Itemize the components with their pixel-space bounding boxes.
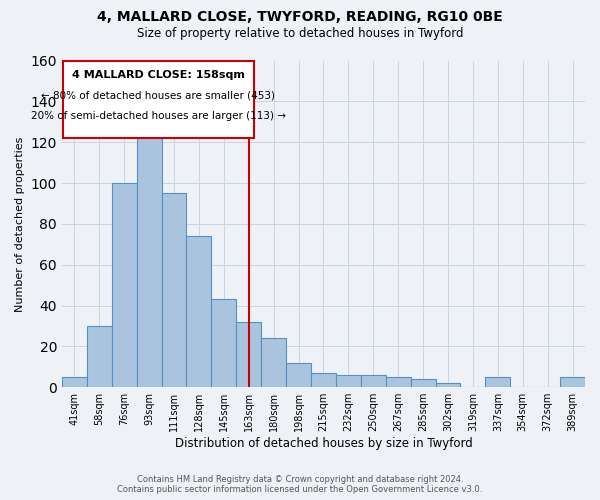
Bar [311, 373, 336, 387]
Bar [261, 338, 286, 387]
Bar [211, 300, 236, 387]
Bar [62, 377, 87, 387]
Text: ← 80% of detached houses are smaller (453): ← 80% of detached houses are smaller (45… [41, 90, 275, 100]
Text: 4 MALLARD CLOSE: 158sqm: 4 MALLARD CLOSE: 158sqm [72, 70, 245, 80]
Bar [436, 383, 460, 387]
Text: 4, MALLARD CLOSE, TWYFORD, READING, RG10 0BE: 4, MALLARD CLOSE, TWYFORD, READING, RG10… [97, 10, 503, 24]
Text: 20% of semi-detached houses are larger (113) →: 20% of semi-detached houses are larger (… [31, 110, 286, 120]
Bar [161, 193, 187, 387]
Bar [137, 132, 161, 387]
Bar [336, 375, 361, 387]
X-axis label: Distribution of detached houses by size in Twyford: Distribution of detached houses by size … [175, 437, 472, 450]
Y-axis label: Number of detached properties: Number of detached properties [15, 136, 25, 312]
Bar [286, 362, 311, 387]
Text: Contains public sector information licensed under the Open Government Licence v3: Contains public sector information licen… [118, 485, 482, 494]
Bar [63, 60, 254, 138]
Bar [187, 236, 211, 387]
Bar [112, 183, 137, 387]
Bar [236, 322, 261, 387]
Bar [410, 379, 436, 387]
Bar [386, 377, 410, 387]
Bar [560, 377, 585, 387]
Bar [87, 326, 112, 387]
Text: Size of property relative to detached houses in Twyford: Size of property relative to detached ho… [137, 28, 463, 40]
Text: Contains HM Land Registry data © Crown copyright and database right 2024.: Contains HM Land Registry data © Crown c… [137, 475, 463, 484]
Bar [485, 377, 510, 387]
Bar [361, 375, 386, 387]
